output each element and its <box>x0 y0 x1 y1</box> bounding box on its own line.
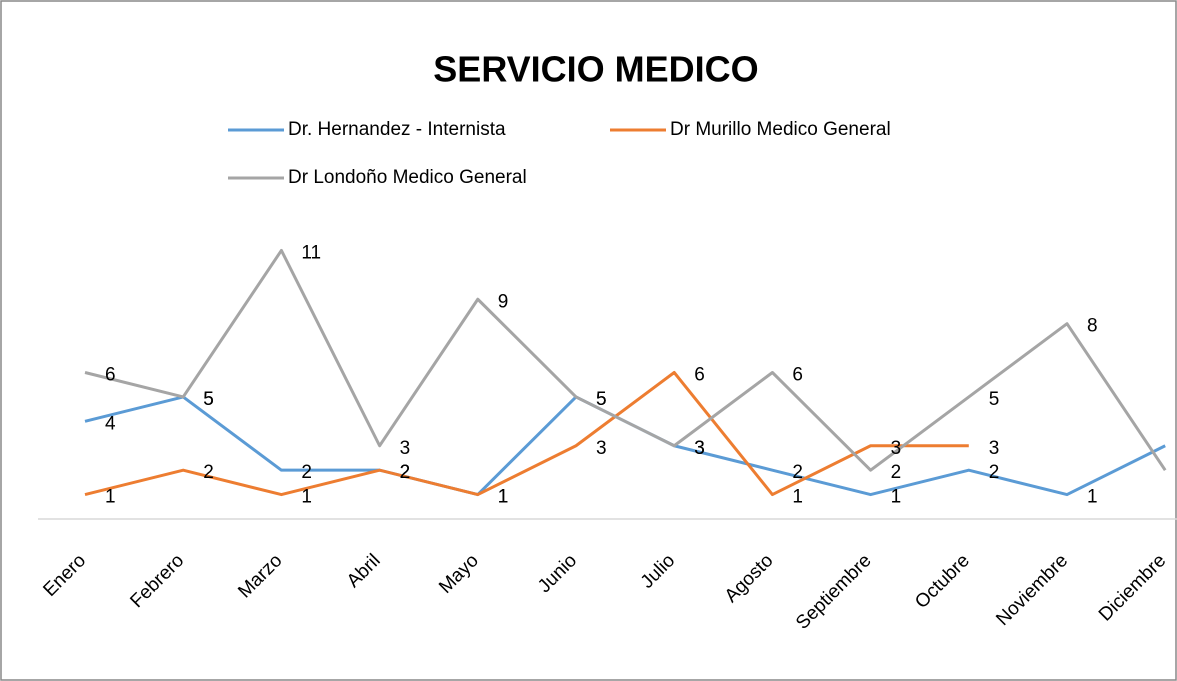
data-label: 5 <box>596 389 607 410</box>
data-label: 3 <box>989 438 1000 459</box>
data-label: 2 <box>400 462 411 483</box>
data-label: 3 <box>400 438 411 459</box>
data-label: 4 <box>105 413 116 434</box>
data-label: 2 <box>203 462 214 483</box>
series-line <box>84 248 1167 472</box>
data-label: 1 <box>105 487 116 508</box>
data-label: 3 <box>694 438 705 459</box>
data-label: 1 <box>792 487 803 508</box>
chart-title: SERVICIO MEDICO <box>433 49 758 90</box>
legend-label: Dr Londoño Medico General <box>288 167 527 188</box>
data-label: 9 <box>498 291 509 312</box>
data-label: 3 <box>891 438 902 459</box>
data-label: 8 <box>1087 316 1098 337</box>
data-label: 5 <box>989 389 1000 410</box>
data-label: 1 <box>891 487 902 508</box>
data-label: 3 <box>596 438 607 459</box>
data-label: 3 <box>694 438 705 459</box>
data-label: 6 <box>792 365 803 386</box>
data-label: 2 <box>301 462 312 483</box>
data-label: 2 <box>989 462 1000 483</box>
data-label: 6 <box>694 365 705 386</box>
data-label: 2 <box>891 462 902 483</box>
data-label: 5 <box>596 389 607 410</box>
legend-label: Dr. Hernandez - Internista <box>288 119 506 140</box>
data-label: 2 <box>792 462 803 483</box>
data-label: 2 <box>400 462 411 483</box>
data-label: 1 <box>498 487 509 508</box>
data-label: 1 <box>1087 487 1098 508</box>
legend-label: Dr Murillo Medico General <box>670 119 891 140</box>
data-label: 5 <box>203 389 214 410</box>
data-label: 1 <box>498 487 509 508</box>
data-label: 6 <box>105 365 116 386</box>
data-label: 5 <box>203 389 214 410</box>
data-label: 11 <box>301 242 321 263</box>
data-label: 1 <box>301 487 312 508</box>
